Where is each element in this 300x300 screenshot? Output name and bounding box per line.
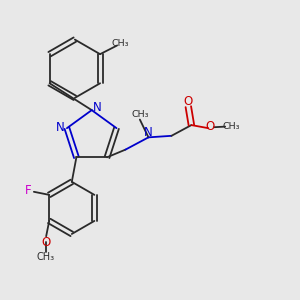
Text: N: N <box>143 126 152 139</box>
Text: CH₃: CH₃ <box>37 252 55 262</box>
Text: CH₃: CH₃ <box>131 110 148 119</box>
Text: O: O <box>41 236 50 249</box>
Text: CH₃: CH₃ <box>111 39 129 48</box>
Text: F: F <box>25 184 32 197</box>
Text: CH₃: CH₃ <box>223 122 240 131</box>
Text: N: N <box>93 101 102 114</box>
Text: O: O <box>184 95 193 108</box>
Text: N: N <box>56 121 64 134</box>
Text: O: O <box>205 120 214 133</box>
